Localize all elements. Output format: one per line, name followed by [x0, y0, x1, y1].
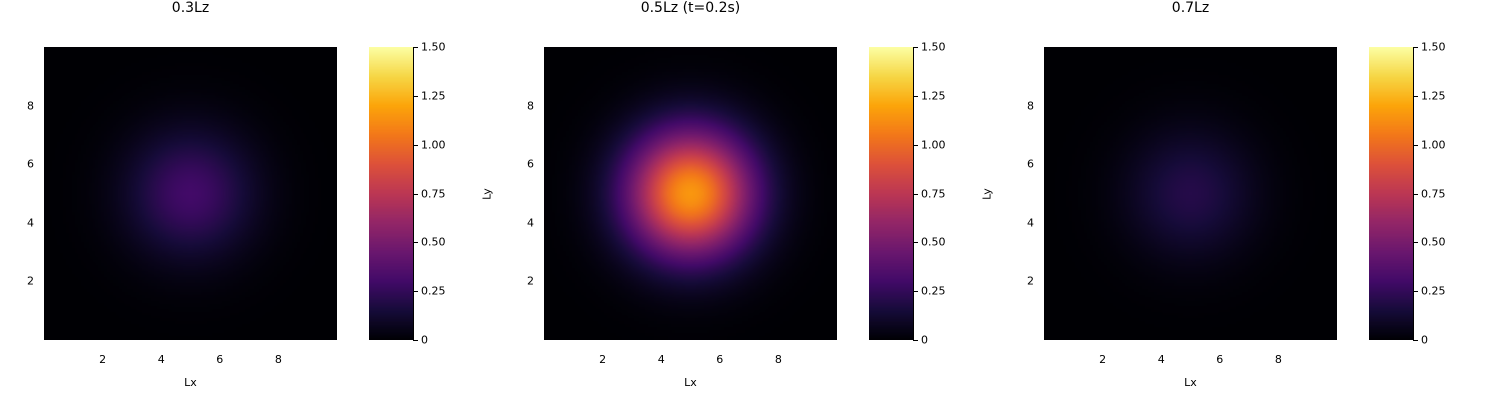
- colorbar-tick-label: 0.25: [1421, 284, 1446, 298]
- colorbar-tick-label: 1.25: [921, 89, 946, 103]
- colorbar-tick-mark: [1413, 291, 1418, 293]
- y-tick-label: 8: [27, 99, 34, 113]
- x-tick-label: 4: [657, 353, 665, 366]
- panel-title: 0.7Lz: [1171, 0, 1210, 16]
- colorbar-tick-mark: [913, 242, 918, 244]
- colorbar: [1369, 47, 1414, 340]
- x-tick-label: 2: [1099, 353, 1107, 366]
- x-tick-label: 4: [1157, 353, 1165, 366]
- y-tick-label: 8: [527, 99, 534, 113]
- colorbar-tick-label: 0.50: [1421, 235, 1446, 249]
- colorbar-tick-label: 0.25: [421, 284, 446, 298]
- x-tick-label: 2: [99, 353, 107, 366]
- heatmap-panel-3: 0.7Lz 2 4 6 8 2 4 6 8 Lx Ly 0 0.25 0.50 0.75 1.00 1.25 1.…: [981, 0, 1500, 400]
- colorbar-tick-label: 1.50: [1421, 40, 1446, 54]
- y-tick-label: 2: [27, 274, 34, 288]
- colorbar: [869, 47, 914, 340]
- colorbar-tick-mark: [1413, 47, 1418, 48]
- colorbar-tick-mark: [913, 95, 918, 97]
- colorbar-tick-label: 0.75: [1421, 187, 1446, 200]
- x-axis-label: Lx: [1184, 376, 1197, 389]
- x-tick-label: 6: [216, 353, 224, 366]
- x-axis-label: Lx: [684, 376, 697, 389]
- y-axis-label: Ly: [480, 187, 494, 200]
- colorbar-tick-label: 0: [1421, 333, 1428, 347]
- colorbar-tick-mark: [413, 340, 418, 341]
- y-tick-label: 6: [27, 157, 34, 171]
- colorbar: [369, 47, 414, 340]
- colorbar-tick-label: 0.75: [921, 187, 946, 200]
- colorbar-tick-label: 1.25: [1421, 89, 1446, 103]
- heatmap-plot: [1044, 47, 1337, 340]
- colorbar-tick-label: 1.50: [921, 40, 946, 54]
- y-tick-label: 2: [1027, 274, 1034, 288]
- y-tick-label: 4: [27, 216, 34, 230]
- colorbar-tick-mark: [913, 47, 918, 48]
- y-tick-label: 8: [1027, 99, 1034, 113]
- y-tick-label: 2: [527, 274, 534, 288]
- heatmap-image: [44, 47, 337, 340]
- colorbar-tick-mark: [1413, 340, 1418, 341]
- colorbar-tick-mark: [413, 291, 418, 293]
- x-tick-label: 8: [1274, 353, 1282, 366]
- panel-title: 0.3Lz: [171, 0, 210, 16]
- colorbar-tick-label: 0.25: [921, 284, 946, 298]
- colorbar-tick-mark: [913, 340, 918, 341]
- colorbar-tick-mark: [1413, 144, 1418, 146]
- colorbar-tick-label: 1.00: [921, 138, 946, 152]
- colorbar-tick-label: 1.00: [421, 138, 446, 152]
- panel-title: 0.5Lz (t=0.2s): [640, 0, 741, 16]
- colorbar-tick-mark: [913, 144, 918, 146]
- heatmap-image: [1044, 47, 1337, 340]
- y-tick-label: 6: [1027, 157, 1034, 171]
- colorbar-tick-mark: [1413, 242, 1418, 244]
- heatmap-image: [544, 47, 837, 340]
- colorbar-tick-label: 1.00: [1421, 138, 1446, 152]
- x-tick-label: 8: [774, 353, 782, 366]
- colorbar-tick-mark: [1413, 193, 1418, 195]
- colorbar-tick-mark: [913, 291, 918, 293]
- heatmap-panel-2: 0.5Lz (t=0.2s) 2 4 6 8 2 4 6 8 Lx Ly 0 0.25 0.50 0.75 1…: [481, 0, 1000, 400]
- heatmap-plot: [544, 47, 837, 340]
- y-axis-label: Ly: [980, 187, 994, 200]
- colorbar-tick-label: 0.50: [421, 235, 446, 249]
- colorbar-tick-label: 0: [921, 333, 928, 347]
- x-tick-label: 2: [599, 353, 607, 366]
- colorbar-tick-label: 0.75: [421, 187, 446, 200]
- colorbar-tick-label: 1.50: [421, 40, 446, 54]
- y-tick-label: 4: [1027, 216, 1034, 230]
- colorbar-tick-mark: [413, 193, 418, 195]
- x-tick-label: 4: [157, 353, 165, 366]
- heatmap-panel-1: 0.3Lz 2 4 6 8 2 4 6 8 Lx 0 0.25 0.50 0.75 1.00 1.25 1.50: [0, 0, 500, 400]
- colorbar-tick-label: 0.50: [921, 235, 946, 249]
- x-tick-label: 8: [274, 353, 282, 366]
- colorbar-tick-mark: [413, 47, 418, 48]
- colorbar-tick-mark: [913, 193, 918, 195]
- colorbar-tick-mark: [413, 242, 418, 244]
- colorbar-tick-label: 1.25: [421, 89, 446, 103]
- y-tick-label: 6: [527, 157, 534, 171]
- y-tick-label: 4: [527, 216, 534, 230]
- x-tick-label: 6: [1216, 353, 1224, 366]
- heatmap-plot: [44, 47, 337, 340]
- x-tick-label: 6: [716, 353, 724, 366]
- colorbar-tick-mark: [1413, 95, 1418, 97]
- colorbar-tick-mark: [413, 144, 418, 146]
- colorbar-tick-mark: [413, 95, 418, 97]
- x-axis-label: Lx: [184, 376, 197, 389]
- colorbar-tick-label: 0: [421, 333, 428, 347]
